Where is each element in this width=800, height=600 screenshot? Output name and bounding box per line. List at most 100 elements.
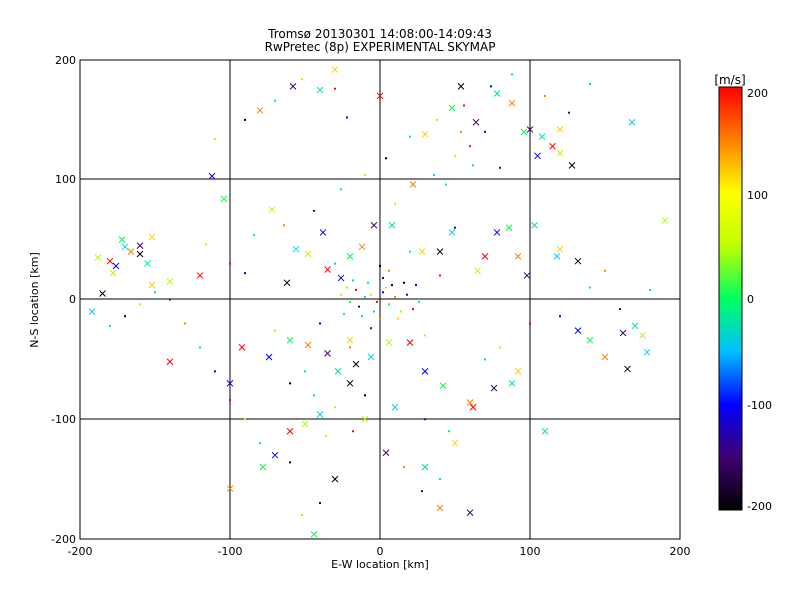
- scatter-marker-stroke: [538, 133, 546, 140]
- scatter-marker-x: [334, 367, 342, 375]
- scatter-point: [289, 382, 291, 385]
- scatter-marker-x: [448, 229, 456, 236]
- scatter-point: [403, 466, 405, 469]
- scatter-marker-x: [286, 336, 294, 344]
- scatter-marker-x: [208, 172, 216, 180]
- scatter-marker-stroke: [391, 403, 399, 411]
- scatter-marker-stroke: [136, 242, 144, 249]
- scatter-point: [397, 317, 399, 320]
- scatter-marker-stroke: [121, 243, 129, 251]
- scatter-marker-x: [549, 142, 556, 150]
- scatter-marker-stroke: [286, 336, 294, 344]
- scatter-marker-x: [265, 353, 273, 361]
- scatter-marker-stroke: [304, 341, 312, 349]
- scatter-marker-stroke: [388, 221, 396, 229]
- colorbar-tick-label: -200: [747, 500, 772, 513]
- scatter-point: [388, 303, 390, 306]
- x-tick-label: 100: [520, 545, 541, 558]
- scatter-marker-x: [421, 463, 429, 471]
- scatter-point: [391, 284, 393, 287]
- scatter-marker-stroke: [283, 279, 291, 287]
- scatter-marker-x: [331, 66, 339, 73]
- scatter-point: [499, 166, 501, 169]
- scatter-marker-x: [553, 253, 561, 260]
- scatter-marker-stroke: [436, 248, 444, 255]
- scatter-marker-x: [316, 411, 324, 418]
- scatter-point: [559, 315, 561, 318]
- scatter-marker-x: [418, 248, 426, 255]
- scatter-marker-stroke: [331, 66, 339, 73]
- scatter-point: [364, 173, 366, 176]
- scatter-marker-x: [367, 353, 375, 361]
- scatter-marker-stroke: [166, 358, 174, 366]
- scatter-marker-stroke: [346, 379, 354, 387]
- scatter-marker-stroke: [469, 403, 477, 411]
- scatter-marker-x: [421, 130, 429, 138]
- scatter-point: [370, 327, 372, 330]
- scatter-marker-x: [556, 245, 564, 253]
- scatter-point: [403, 281, 405, 284]
- scatter-marker-x: [136, 250, 144, 258]
- scatter-point: [511, 73, 513, 76]
- scatter-marker-x: [196, 272, 204, 279]
- scatter-point: [382, 276, 384, 279]
- scatter-point: [376, 300, 378, 303]
- scatter-marker-x: [220, 195, 228, 203]
- scatter-marker-x: [268, 206, 276, 214]
- scatter-marker-x: [556, 150, 564, 157]
- scatter-point: [409, 135, 411, 138]
- scatter-point: [109, 324, 111, 327]
- scatter-point: [424, 334, 426, 337]
- scatter-point: [340, 293, 342, 296]
- scatter-marker-stroke: [493, 90, 501, 97]
- y-tick-label: 100: [55, 173, 76, 186]
- scatter-point: [214, 370, 216, 373]
- scatter-point: [229, 262, 231, 265]
- scatter-point: [439, 478, 441, 481]
- scatter-marker-x: [466, 399, 474, 406]
- colorbar-tick-label: 0: [747, 293, 754, 306]
- scatter-marker-stroke: [421, 463, 429, 471]
- scatter-marker-x: [409, 181, 417, 188]
- x-tick-label: 200: [670, 545, 691, 558]
- scatter-marker-stroke: [127, 248, 135, 255]
- scatter-point: [283, 224, 285, 227]
- scatter-marker-x: [466, 509, 474, 517]
- scatter-marker-x: [106, 257, 114, 265]
- scatter-marker-x: [493, 229, 501, 236]
- scatter-marker-x: [256, 106, 264, 114]
- scatter-marker-stroke: [556, 245, 564, 253]
- scatter-marker-x: [238, 344, 246, 351]
- scatter-marker-stroke: [292, 245, 300, 253]
- scatter-marker-x: [148, 281, 156, 289]
- scatter-point: [346, 286, 348, 289]
- scatter-marker-stroke: [88, 308, 96, 315]
- scatter-marker-stroke: [448, 104, 456, 112]
- scatter-marker-x: [166, 358, 174, 366]
- scatter-marker-x: [391, 403, 399, 411]
- scatter-point: [319, 502, 321, 505]
- scatter-point: [529, 322, 531, 325]
- scatter-marker-x: [388, 221, 396, 229]
- scatter-marker-x: [346, 253, 354, 260]
- scatter-marker-stroke: [144, 260, 151, 267]
- scatter-point: [301, 514, 303, 517]
- scatter-point: [412, 308, 414, 311]
- scatter-marker-x: [118, 236, 126, 243]
- x-tick-label: -100: [218, 545, 243, 558]
- scatter-marker-x: [631, 322, 639, 330]
- scatter-marker-x: [304, 341, 312, 349]
- scatter-point: [415, 284, 417, 287]
- scatter-point: [199, 346, 201, 349]
- scatter-point: [385, 286, 387, 289]
- scatter-point: [139, 303, 141, 306]
- scatter-point: [364, 296, 366, 299]
- scatter-marker-stroke: [304, 250, 312, 258]
- scatter-point: [406, 293, 408, 296]
- scatter-point: [436, 118, 438, 121]
- scatter-point: [484, 358, 486, 361]
- scatter-marker-stroke: [474, 267, 481, 275]
- scatter-marker-stroke: [376, 92, 384, 100]
- scatter-point: [334, 262, 336, 265]
- scatter-marker-stroke: [324, 266, 331, 273]
